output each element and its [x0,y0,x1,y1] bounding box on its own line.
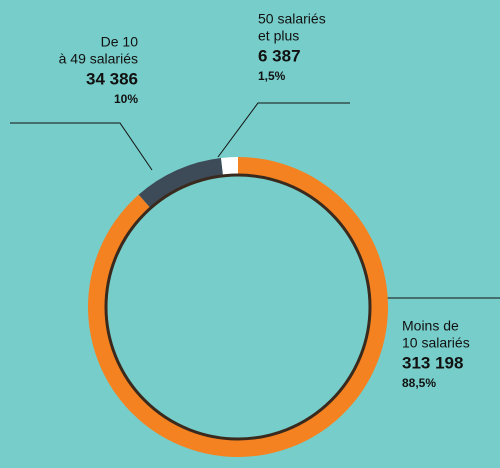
leader-line [217,102,350,158]
value-label: 313 198 [402,353,463,372]
category-label: 10 salariés [402,335,470,351]
donut-slice [138,157,224,209]
inner-ring [104,173,372,441]
value-label: 34 386 [86,69,138,88]
donut-slice [221,157,238,177]
category-label: De 10 [101,34,139,50]
category-label: 50 salariés [258,11,326,27]
leader-line [10,122,153,171]
percent-label: 88,5% [402,376,436,390]
category-label: à 49 salariés [59,51,138,67]
percent-label: 10% [114,92,138,106]
percent-label: 1,5% [258,69,286,83]
category-label: Moins de [402,318,459,334]
category-label: et plus [258,28,299,44]
value-label: 6 387 [258,46,301,65]
